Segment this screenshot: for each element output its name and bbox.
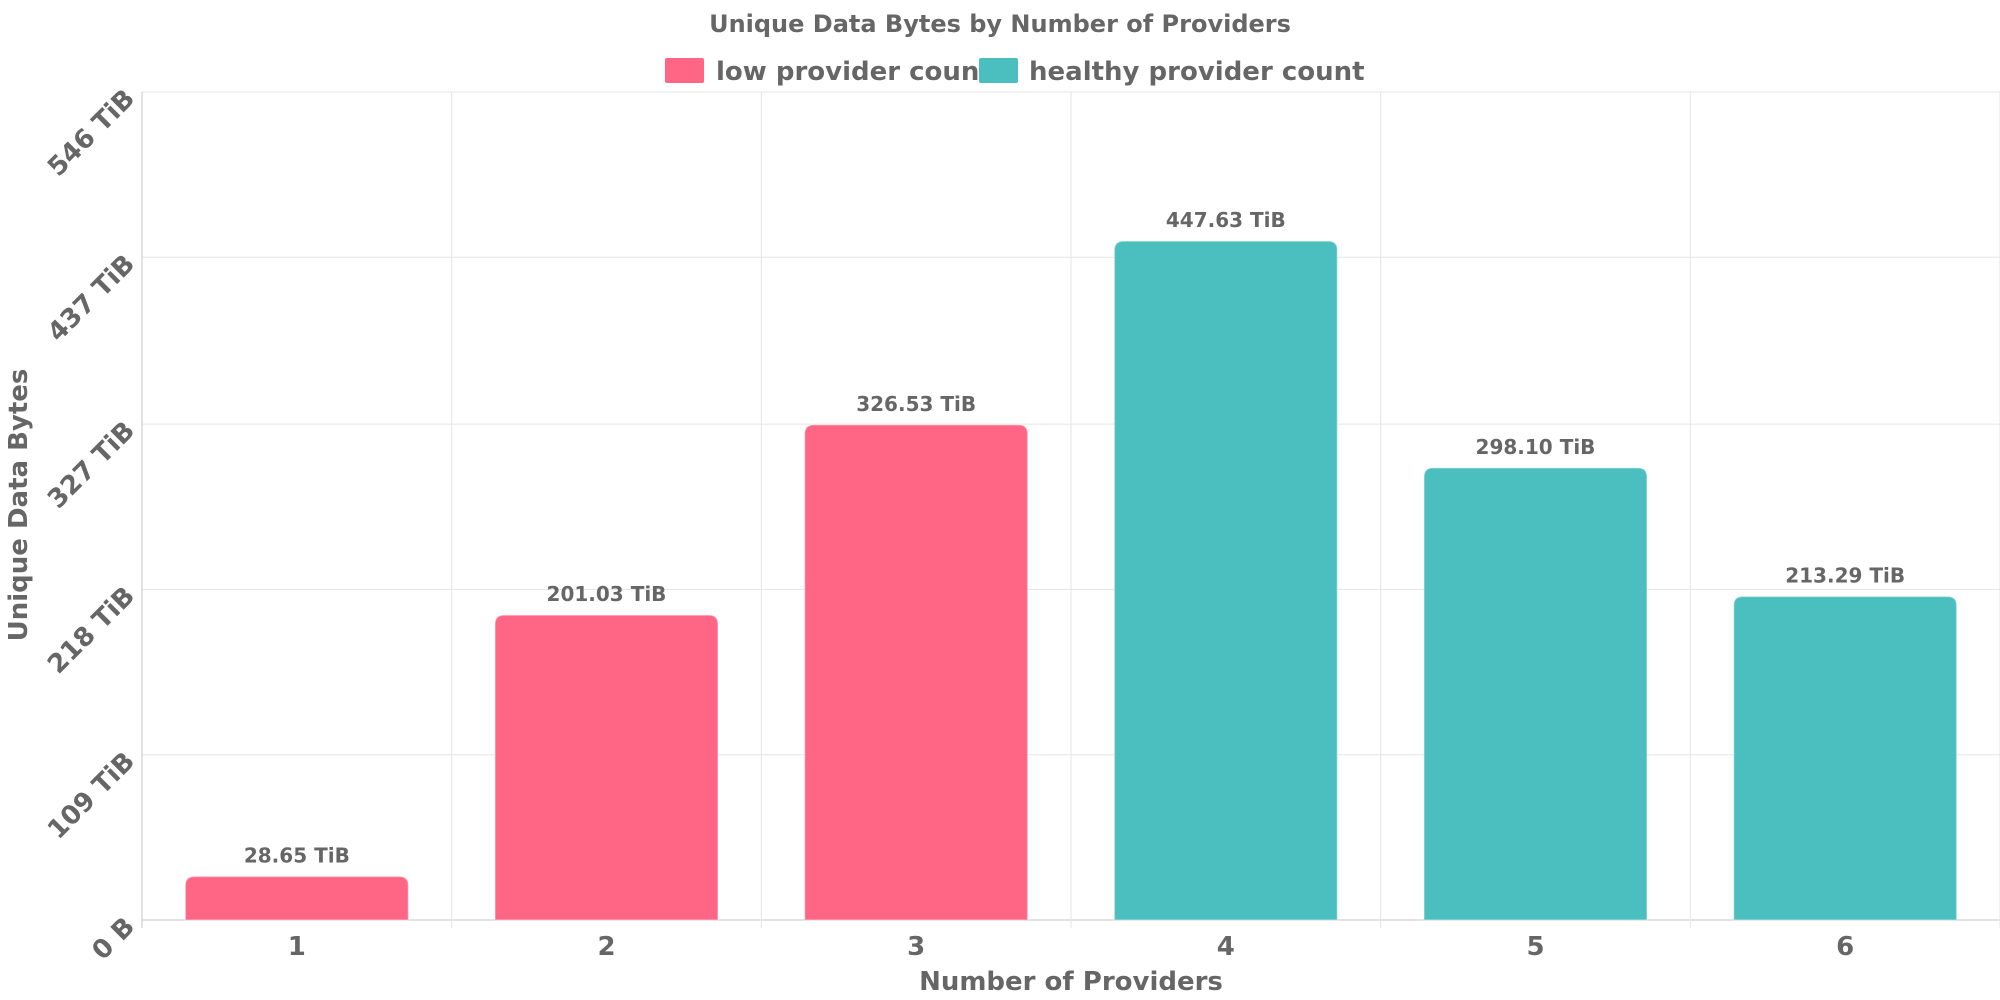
x-tick-label-3: 3 bbox=[907, 932, 925, 962]
data-label-2: 201.03 TiB bbox=[547, 582, 667, 606]
y-tick-label: 437 TiB bbox=[42, 249, 141, 348]
x-tick-label-2: 2 bbox=[597, 932, 615, 962]
bar-1[interactable] bbox=[184, 875, 410, 921]
x-tick-label-4: 4 bbox=[1217, 932, 1235, 962]
x-tick-label-6: 6 bbox=[1836, 932, 1854, 962]
bars bbox=[184, 240, 1958, 921]
legend-label-healthy: healthy provider count bbox=[1029, 57, 1365, 87]
y-tick-label: 0 B bbox=[87, 912, 141, 966]
data-label-6: 213.29 TiB bbox=[1785, 564, 1905, 588]
x-tick-label-5: 5 bbox=[1526, 932, 1544, 962]
legend: low provider count healthy provider coun… bbox=[665, 57, 1365, 87]
bar-6[interactable] bbox=[1732, 595, 1958, 921]
legend-label-low: low provider count bbox=[716, 57, 992, 87]
data-label-1: 28.65 TiB bbox=[244, 844, 350, 868]
legend-item-healthy[interactable]: healthy provider count bbox=[979, 57, 1365, 87]
y-tick-label: 218 TiB bbox=[42, 581, 141, 680]
bar-3[interactable] bbox=[803, 424, 1029, 921]
data-label-4: 447.63 TiB bbox=[1166, 208, 1286, 232]
y-axis-ticks: 0 B 109 TiB 218 TiB 327 TiB 437 TiB 546 TiB bbox=[42, 84, 141, 966]
y-axis-title: Unique Data Bytes bbox=[4, 369, 34, 642]
chart-title: Unique Data Bytes by Number of Providers bbox=[709, 10, 1291, 38]
x-axis-ticks: 1 2 3 4 5 6 bbox=[288, 932, 1854, 962]
x-tick-label-1: 1 bbox=[288, 932, 306, 962]
data-label-3: 326.53 TiB bbox=[856, 392, 976, 416]
data-label-5: 298.10 TiB bbox=[1476, 435, 1596, 459]
bar-4[interactable] bbox=[1113, 240, 1339, 921]
y-tick-label: 327 TiB bbox=[42, 416, 141, 515]
x-axis-title: Number of Providers bbox=[919, 967, 1223, 997]
legend-swatch-healthy bbox=[979, 58, 1018, 83]
legend-item-low[interactable]: low provider count bbox=[665, 57, 992, 87]
bar-2[interactable] bbox=[494, 614, 719, 921]
y-tick-label: 109 TiB bbox=[42, 746, 141, 845]
legend-swatch-low bbox=[665, 58, 704, 83]
gridlines bbox=[141, 91, 2000, 928]
data-labels: 28.65 TiB 201.03 TiB 326.53 TiB 447.63 TiB 2… bbox=[244, 208, 1905, 867]
y-tick-label: 546 TiB bbox=[42, 84, 141, 183]
bar-5[interactable] bbox=[1423, 467, 1648, 921]
